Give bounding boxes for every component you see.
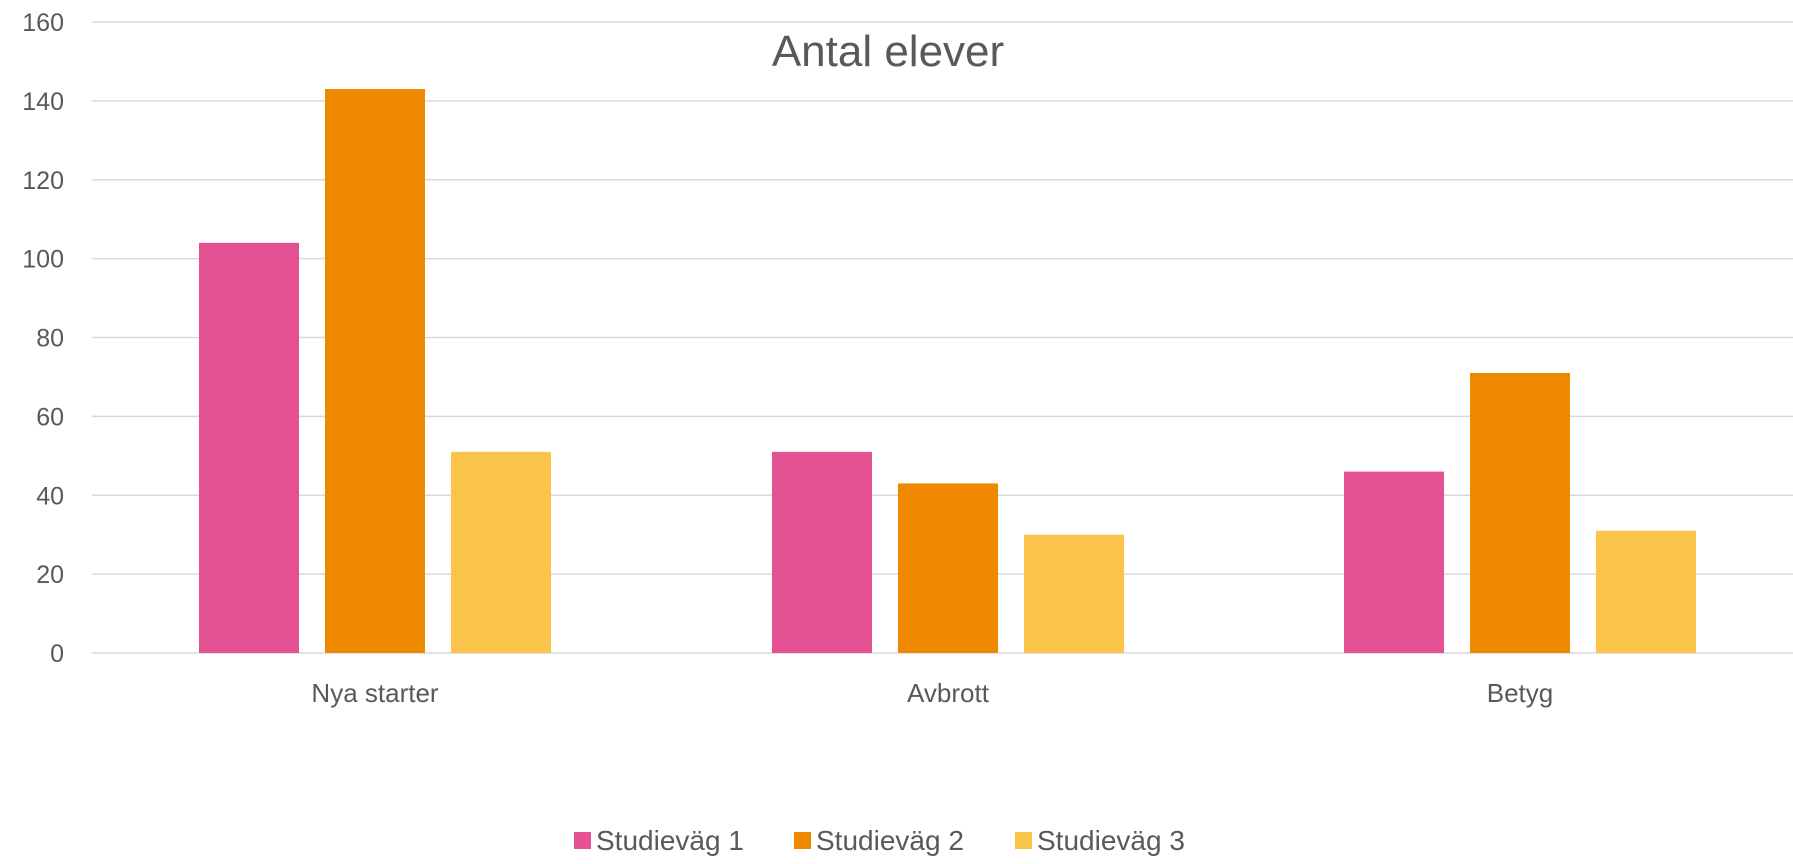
legend-swatch: [1015, 832, 1032, 849]
y-tick-label: 40: [36, 482, 64, 510]
bar-1-2: [772, 451, 872, 653]
y-tick-label: 60: [36, 403, 64, 431]
y-tick-label: 100: [22, 246, 64, 274]
y-tick-label: 120: [22, 167, 64, 195]
bar-1-1: [199, 242, 299, 653]
bar-3-1: [451, 451, 551, 653]
y-tick-label: 140: [22, 88, 64, 116]
legend-label: Studieväg 3: [1037, 825, 1185, 856]
bar-2-3: [1470, 372, 1570, 653]
y-tick-label: 0: [50, 640, 64, 668]
y-tick-label: 80: [36, 325, 64, 353]
x-tick-label: Nya starter: [311, 678, 438, 708]
x-axis-ticks: Nya starter Avbrott Betyg: [311, 678, 1553, 708]
legend-swatch: [574, 832, 591, 849]
legend-swatch: [794, 832, 811, 849]
y-tick-label: 20: [36, 561, 64, 589]
legend: Studieväg 1 Studieväg 2 Studieväg 3: [574, 825, 1185, 856]
y-axis-ticks: 0 20 40 60 80 100 120 140 160: [22, 9, 64, 668]
x-tick-label: Avbrott: [907, 678, 990, 708]
x-tick-label: Betyg: [1487, 678, 1554, 708]
bar-3-2: [1024, 534, 1124, 653]
chart-title: Antal elever: [772, 27, 1004, 76]
bar-2-1: [325, 89, 425, 653]
bar-1-3: [1344, 471, 1444, 653]
bars: [199, 89, 1696, 653]
bar-2-2: [898, 483, 998, 653]
bar-3-3: [1596, 530, 1696, 653]
y-tick-label: 160: [22, 9, 64, 37]
legend-label: Studieväg 2: [816, 825, 964, 856]
legend-label: Studieväg 1: [596, 825, 744, 856]
